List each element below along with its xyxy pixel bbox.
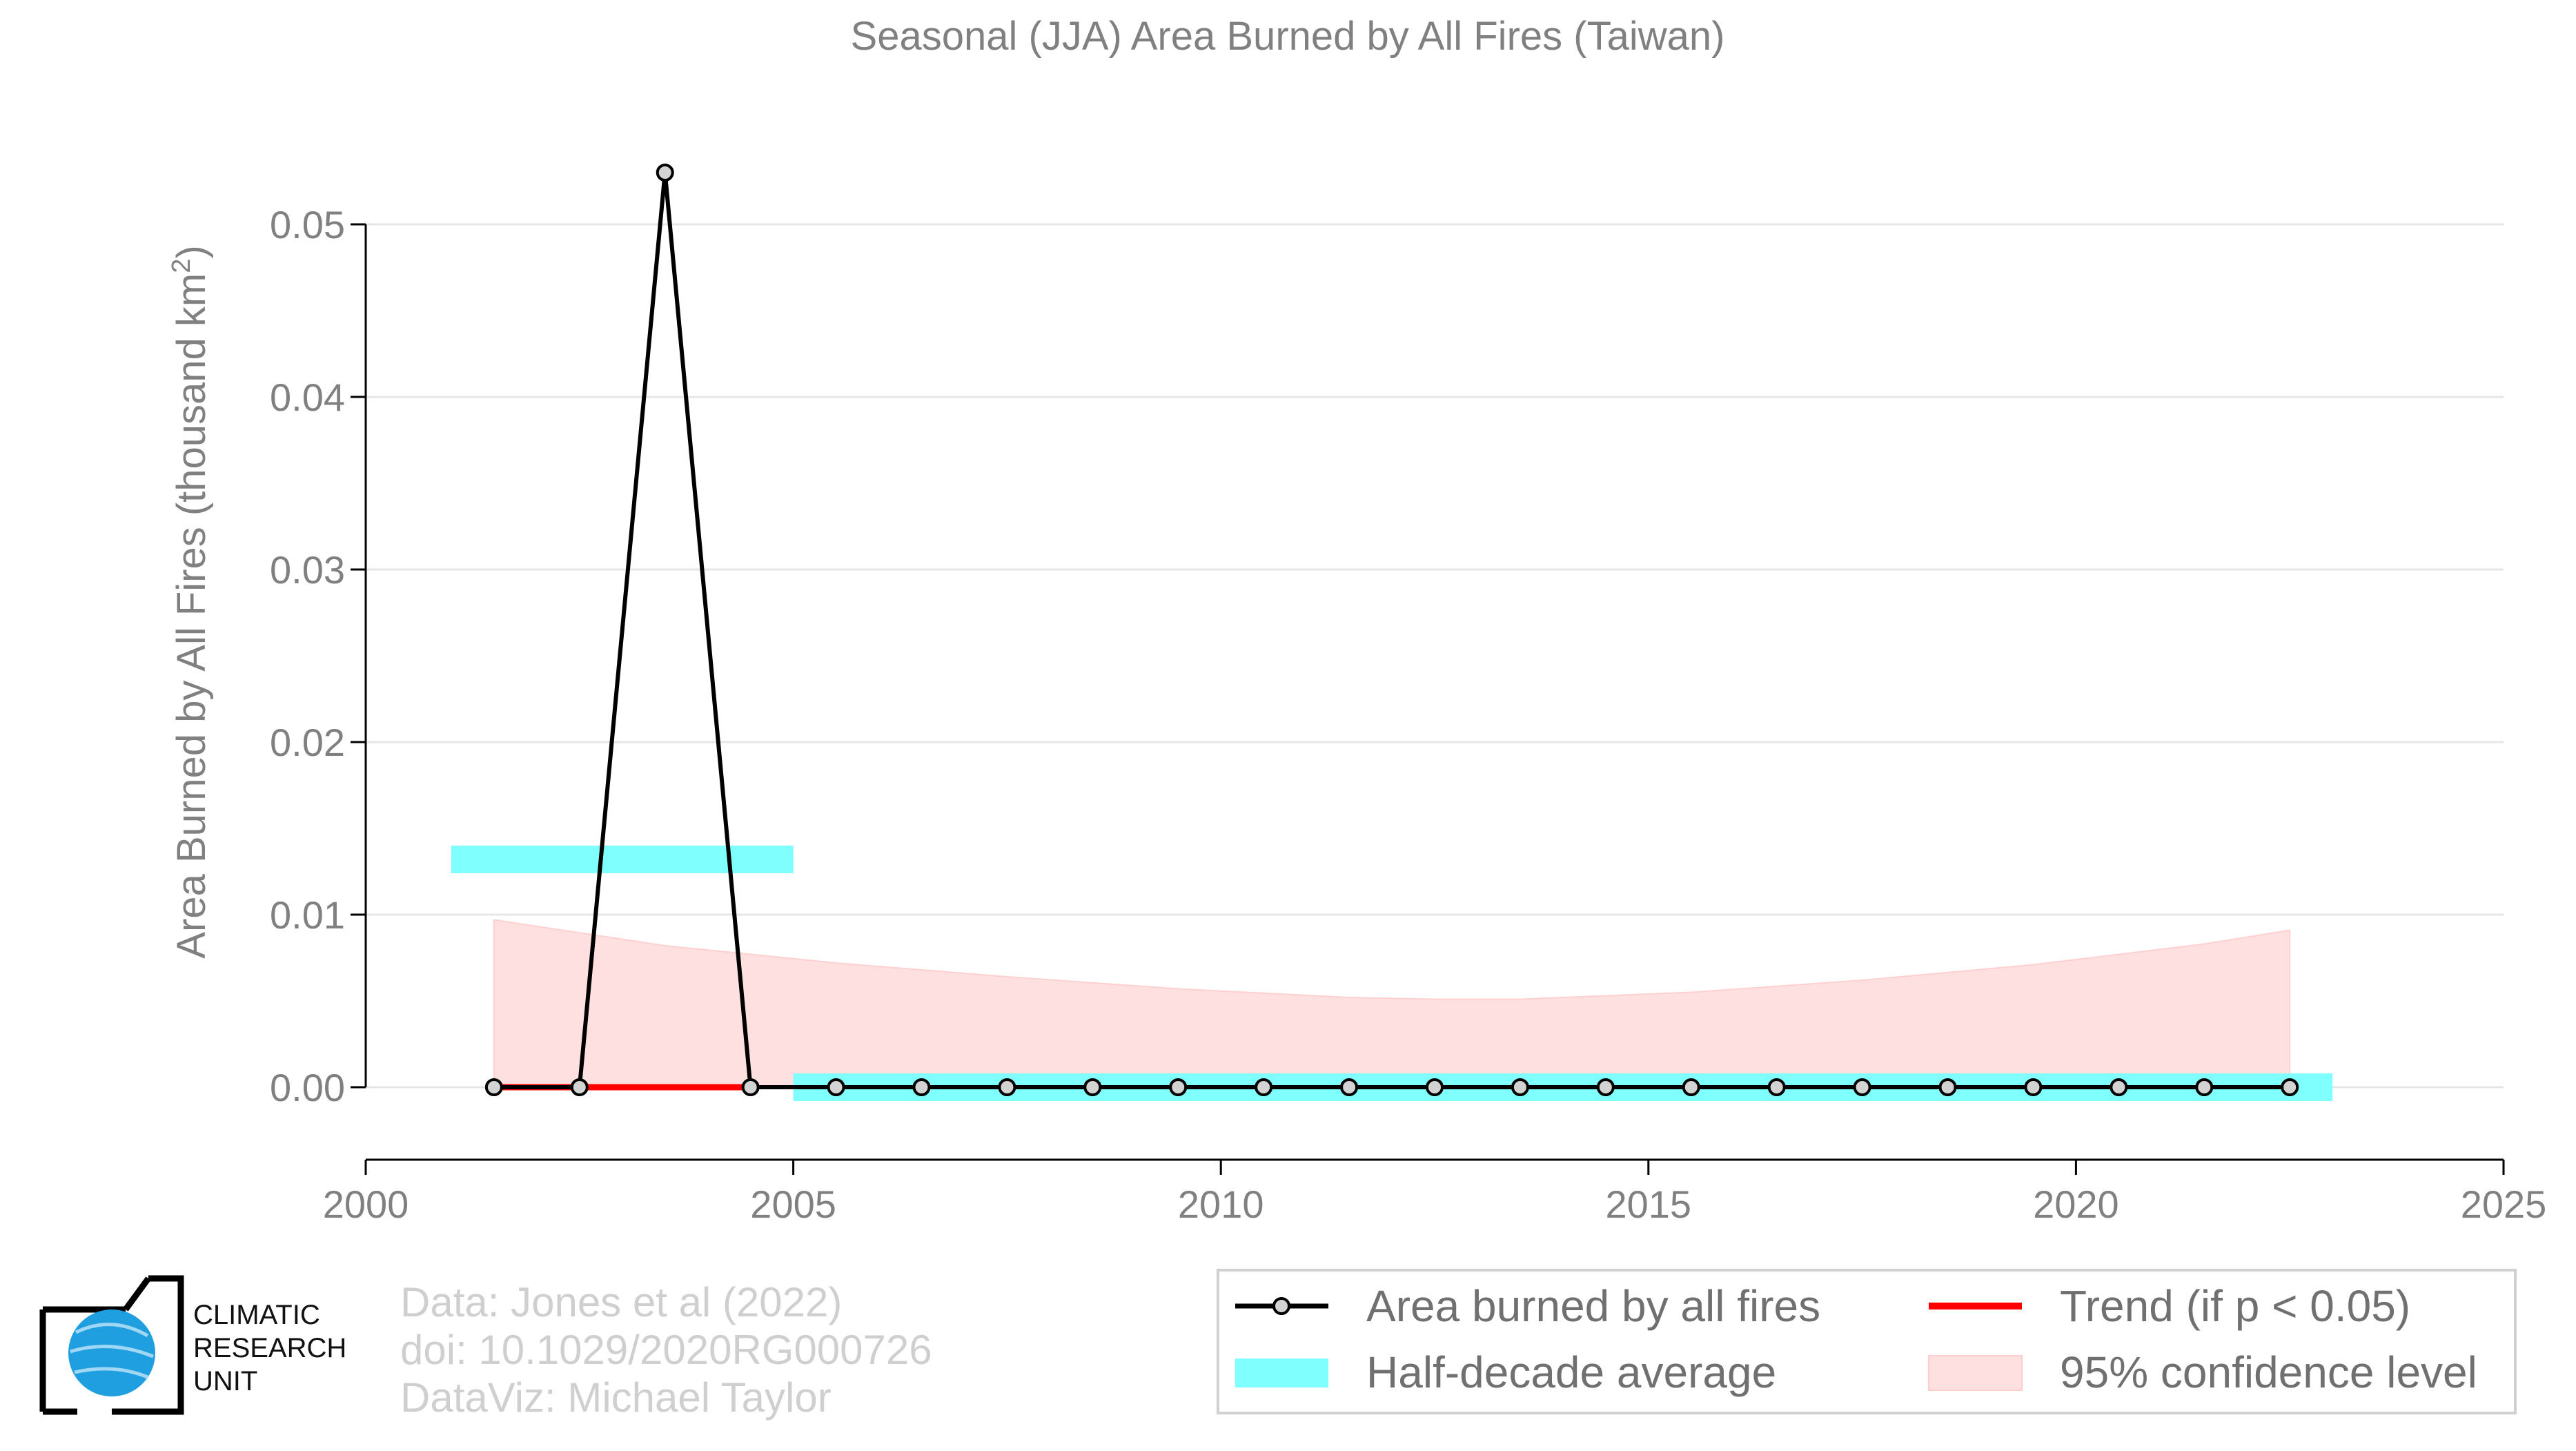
legend-swatch-confidence: [1928, 1355, 2023, 1391]
data-point: [570, 1078, 589, 1096]
data-point: [484, 1078, 503, 1096]
x-tick-label: 2000: [323, 1182, 409, 1226]
legend-label-average: Half-decade average: [1366, 1347, 1776, 1397]
legend-label-trend: Trend (if p < 0.05): [2060, 1281, 2410, 1331]
half-decade-average-bar: [451, 846, 794, 873]
data-point: [1767, 1078, 1786, 1096]
y-tick-label: 0.01: [270, 893, 345, 937]
confidence-band-layer: [493, 919, 2291, 1088]
logo-line-2: RESEARCH: [193, 1333, 346, 1363]
credit-dataviz: DataViz: Michael Taylor: [400, 1374, 832, 1421]
y-tick-label: 0.05: [270, 203, 345, 246]
chart-title: Seasonal (JJA) Area Burned by All Fires …: [851, 14, 1725, 59]
x-tick-label: 2025: [2461, 1182, 2547, 1226]
credit-data: Data: Jones et al (2022): [400, 1279, 842, 1325]
data-point: [1083, 1078, 1102, 1096]
data-point: [1426, 1078, 1444, 1096]
y-tick-label: 0.02: [270, 721, 345, 764]
x-tick-label: 2010: [1178, 1182, 1264, 1226]
credit-doi: doi: 10.1029/2020RG000726: [400, 1327, 932, 1373]
x-tick-label: 2005: [750, 1182, 836, 1226]
data-point: [1853, 1078, 1871, 1096]
data-point: [2281, 1078, 2299, 1096]
data-point: [1938, 1078, 1957, 1096]
y-tick-label: 0.04: [270, 376, 345, 419]
y-tick-label: 0.03: [270, 548, 345, 592]
globe-icon: [68, 1309, 155, 1396]
legend-swatch-series-marker: [1272, 1297, 1290, 1315]
legend-box: [1217, 1269, 2517, 1414]
data-point: [2110, 1078, 2128, 1096]
x-tick-label: 2015: [1606, 1182, 1692, 1226]
data-point: [2024, 1078, 2043, 1096]
data-point: [1340, 1078, 1359, 1096]
data-point: [1596, 1078, 1615, 1096]
data-point: [1255, 1078, 1273, 1096]
logo-line-3: UNIT: [193, 1366, 257, 1396]
data-point: [656, 164, 674, 182]
confidence-band: [493, 919, 2291, 1088]
data-point: [827, 1078, 845, 1096]
logo-line-1: CLIMATIC: [193, 1300, 320, 1330]
data-point: [741, 1078, 760, 1096]
y-axis-label: Area Burned by All Fires (thousand km2): [167, 245, 214, 958]
data-point: [1169, 1078, 1188, 1096]
data-point: [998, 1078, 1016, 1096]
series-line: [493, 172, 2290, 1089]
data-point: [2195, 1078, 2214, 1096]
y-tick-label: 0.00: [270, 1066, 345, 1109]
legend-label-series: Area burned by all fires: [1366, 1281, 1820, 1331]
cru-logo: CLIMATIC RESEARCH UNIT: [39, 1275, 346, 1415]
x-tick-label: 2020: [2033, 1182, 2119, 1226]
series-line-layer: [484, 164, 2299, 1096]
data-point: [1511, 1078, 1529, 1096]
data-point: [912, 1078, 931, 1096]
legend-swatch-average: [1235, 1359, 1328, 1387]
legend-label-confidence: 95% confidence level: [2060, 1347, 2477, 1397]
axes: 0.00 0.01 0.02 0.03 0.04 0.05 2000 2005 2010 2015…: [270, 203, 2546, 1226]
data-point: [1682, 1078, 1700, 1096]
legend: Area burned by all fires Trend (if p < 0…: [1217, 1269, 2517, 1414]
